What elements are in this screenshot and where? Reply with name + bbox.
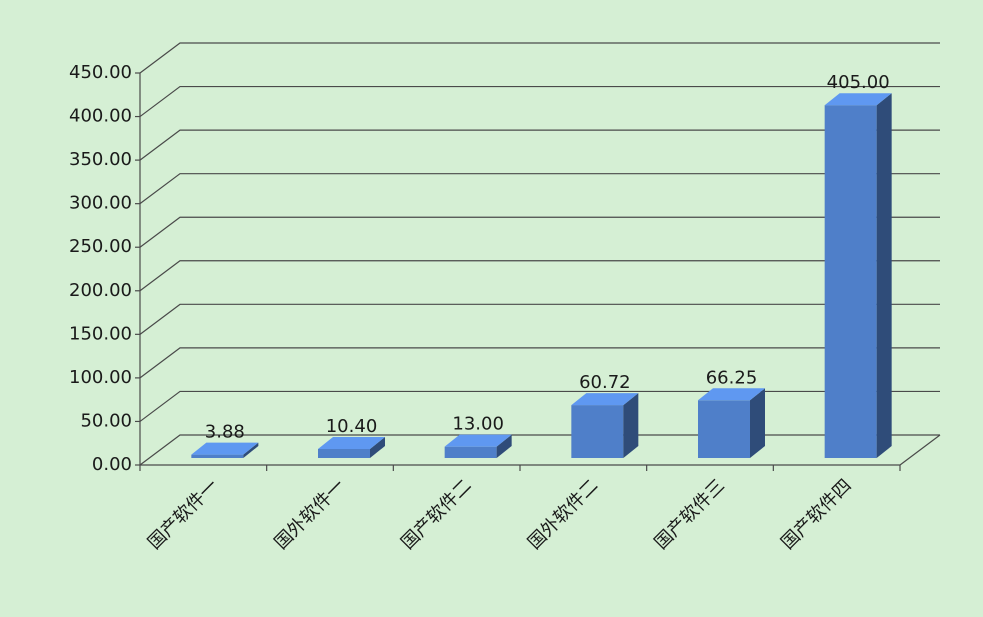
bar-side <box>243 442 259 458</box>
grid-line <box>139 85 940 118</box>
y-tick-label: 350.00 <box>69 149 132 170</box>
bar <box>571 405 624 458</box>
value-label: 3.88 <box>205 422 245 443</box>
y-tick-label: 150.00 <box>69 323 132 344</box>
value-label: 10.40 <box>326 416 378 437</box>
bar <box>444 446 497 458</box>
bar-top <box>571 393 639 406</box>
value-label: 60.72 <box>579 372 631 393</box>
grid-line <box>139 434 940 466</box>
bar-side <box>370 436 385 458</box>
bar <box>698 400 750 458</box>
bar-top <box>444 434 512 447</box>
y-tick-label: 400.00 <box>69 106 132 127</box>
grid-line <box>139 303 940 335</box>
bar-top <box>698 388 765 401</box>
grid-line <box>139 129 940 161</box>
grid-line <box>139 42 940 74</box>
grid-line <box>139 347 940 379</box>
grid-line <box>139 260 940 292</box>
value-label: 405.00 <box>827 72 890 93</box>
bar-top <box>824 93 892 106</box>
y-tick-label: 450.00 <box>69 62 132 83</box>
grid-line <box>139 173 940 205</box>
bar <box>824 105 877 458</box>
value-label: 66.25 <box>706 367 758 388</box>
bar-top <box>318 436 385 449</box>
y-tick-label: 250.00 <box>69 236 132 257</box>
bar-side <box>750 388 765 458</box>
bar-side <box>496 434 512 458</box>
y-tick-label: 0.00 <box>92 454 132 475</box>
grid-line <box>139 216 940 248</box>
y-tick-label: 300.00 <box>69 193 132 214</box>
bar <box>318 448 370 458</box>
y-tick-label: 100.00 <box>69 367 132 388</box>
grid-line <box>139 390 940 422</box>
y-tick-label: 200.00 <box>69 280 132 301</box>
bar-top <box>191 442 259 455</box>
bar-side <box>876 93 892 458</box>
bar-side <box>623 393 639 458</box>
bar <box>191 454 244 458</box>
value-label: 13.00 <box>452 414 504 435</box>
y-tick-label: 50.00 <box>80 410 132 431</box>
